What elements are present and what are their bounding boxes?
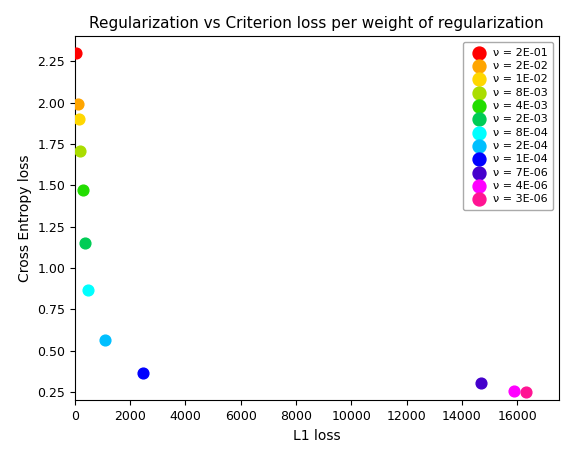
ν = 8E-04: [84, 286, 93, 293]
ν = 3E-06: [521, 389, 530, 396]
ν = 1E-02: [74, 116, 84, 123]
ν = 4E-06: [510, 387, 519, 394]
ν = 4E-03: [78, 187, 87, 194]
ν = 2E-02: [73, 101, 82, 108]
ν = 1E-04: [138, 369, 147, 377]
ν = 8E-03: [76, 147, 85, 154]
Y-axis label: Cross Entropy loss: Cross Entropy loss: [18, 155, 32, 282]
Title: Regularization vs Criterion loss per weight of regularization: Regularization vs Criterion loss per wei…: [89, 16, 544, 31]
ν = 7E-06: [477, 379, 486, 387]
Legend: ν = 2E-01, ν = 2E-02, ν = 1E-02, ν = 8E-03, ν = 4E-03, ν = 2E-03, ν = 8E-04, ν =: ν = 2E-01, ν = 2E-02, ν = 1E-02, ν = 8E-…: [463, 42, 553, 210]
ν = 2E-03: [81, 240, 90, 247]
ν = 2E-01: [71, 49, 81, 56]
ν = 2E-04: [101, 336, 110, 344]
X-axis label: L1 loss: L1 loss: [293, 429, 340, 443]
